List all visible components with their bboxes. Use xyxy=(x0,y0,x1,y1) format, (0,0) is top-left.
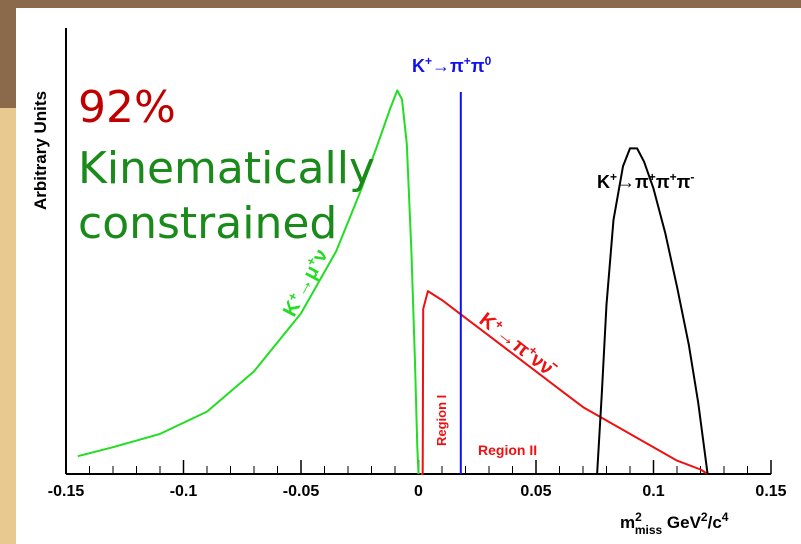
constrained-overlay: constrained xyxy=(78,198,337,249)
x-tick-labels: -0.15 -0.1 -0.05 0 0.05 0.1 0.15 xyxy=(48,483,787,500)
x-tick-label: -0.05 xyxy=(283,483,320,500)
k-pi-nu-nu-label: K+→π+νν̄ xyxy=(475,307,561,381)
plot-background xyxy=(16,8,801,544)
x-tick-label: -0.15 xyxy=(48,483,85,500)
series-k-3pi xyxy=(596,147,709,475)
region-2-label: Region II xyxy=(478,442,537,458)
slide-left-band xyxy=(0,8,16,544)
y-axis-label: Arbitrary Units xyxy=(31,91,50,210)
k-mu-nu-label: K+→μ+ν xyxy=(277,245,332,321)
region-1-label: Region I xyxy=(434,395,449,446)
slide-top-band xyxy=(0,0,801,8)
series-curves xyxy=(77,89,709,475)
x-tick-label: 0 xyxy=(414,483,423,500)
kinematically-overlay: Kinematically xyxy=(78,143,375,194)
x-tick-label: -0.1 xyxy=(170,483,198,500)
k-pi-pi0-label: K+→π+π0 xyxy=(412,54,492,76)
x-tick-label: 0.05 xyxy=(520,483,551,500)
series-k-pi-nu-nu xyxy=(420,290,709,475)
x-tick-label: 0.15 xyxy=(755,483,786,500)
k-3pi-label: K+→π+π+π- xyxy=(597,170,694,192)
percent-overlay: 92% xyxy=(78,82,176,133)
x-tick-label: 0.1 xyxy=(642,483,664,500)
slide-left-band-dark xyxy=(0,8,16,108)
x-axis-label: m2 miss GeV2/c4 xyxy=(620,510,729,537)
series-k-mu-nu xyxy=(77,89,420,475)
